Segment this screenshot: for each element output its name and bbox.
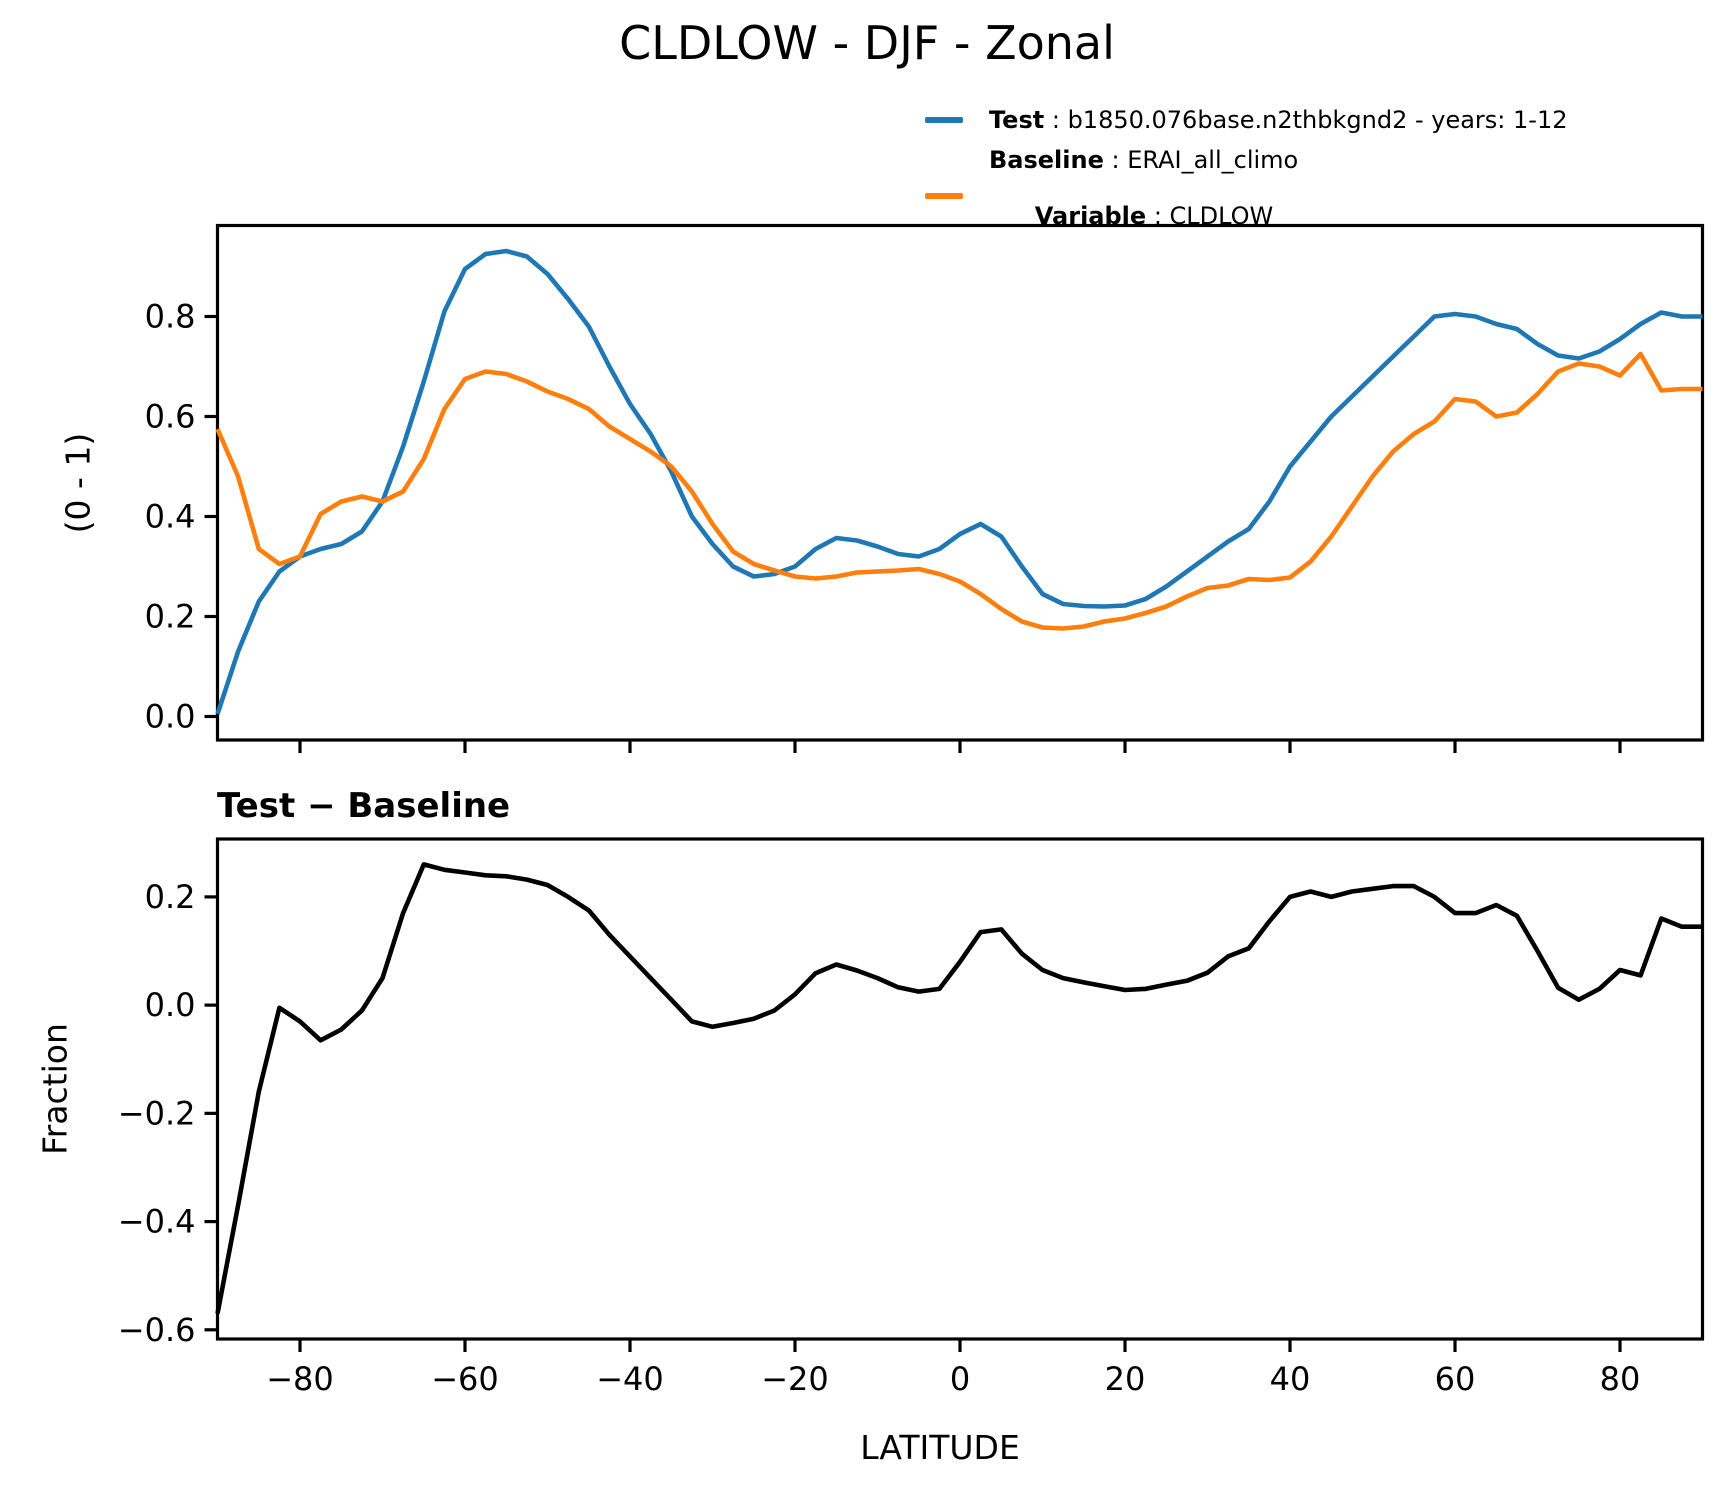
y-tick-label: 0.4 — [145, 498, 196, 536]
diff-line — [215, 862, 1703, 1315]
y-tick-label: 0.0 — [145, 986, 196, 1024]
test-line-swatch — [925, 117, 963, 123]
baseline-line — [215, 351, 1703, 631]
y-tick-label: 0.2 — [145, 878, 196, 916]
y-tick-label: −0.2 — [118, 1094, 196, 1132]
y-tick-label: −0.6 — [118, 1311, 196, 1349]
legend-test-label: Test : b1850.076base.n2thbkgnd2 - years:… — [989, 106, 1567, 134]
top-panel-ylabel: (0 - 1) — [58, 432, 98, 534]
x-tick-label: 40 — [1270, 1360, 1311, 1398]
x-axis-label-text: LATITUDE — [860, 1428, 1020, 1467]
legend-baseline-key: Baseline — [989, 146, 1104, 174]
legend-entry-test: Test : b1850.076base.n2thbkgnd2 - years:… — [925, 106, 1567, 134]
x-axis-label: LATITUDE — [0, 1428, 1734, 1467]
axes-frame — [215, 223, 1705, 742]
panel-1: −80 −60 −40 −20 0 20 40 60 80 −0.6 −0.4 −0.2 0.0 0.2 — [118, 837, 1705, 1398]
x-tick-label: −20 — [761, 1360, 829, 1398]
y-tick-label: 0.6 — [145, 398, 196, 436]
baseline-line-swatch — [925, 193, 963, 199]
bottom-panel-ylabel: Fraction — [35, 1023, 75, 1155]
legend-baseline-text: : ERAI_all_climo — [1103, 146, 1299, 174]
x-tick-label: −80 — [266, 1360, 334, 1398]
panel-0: 0.0 0.2 0.4 0.6 0.8 — [145, 223, 1705, 753]
legend-test-key: Test — [989, 106, 1045, 134]
figure-title: CLDLOW - DJF - Zonal — [619, 16, 1115, 70]
y-tick-label: 0.2 — [145, 598, 196, 636]
legend-test-text: : b1850.076base.n2thbkgnd2 - years: 1-12 — [1044, 106, 1568, 134]
y-tick-label: 0.0 — [145, 698, 196, 736]
axes-frame — [215, 837, 1705, 1341]
x-tick-label: 20 — [1105, 1360, 1146, 1398]
y-tick-label: 0.8 — [145, 298, 196, 336]
x-tick-label: −40 — [596, 1360, 664, 1398]
x-tick-label: −60 — [431, 1360, 499, 1398]
y-tick-label: −0.4 — [118, 1203, 196, 1241]
x-tick-label: 80 — [1600, 1360, 1641, 1398]
bottom-panel-title: Test − Baseline — [217, 786, 511, 826]
x-tick-label: 60 — [1435, 1360, 1476, 1398]
test-line — [215, 248, 1703, 715]
x-tick-label: 0 — [950, 1360, 970, 1398]
